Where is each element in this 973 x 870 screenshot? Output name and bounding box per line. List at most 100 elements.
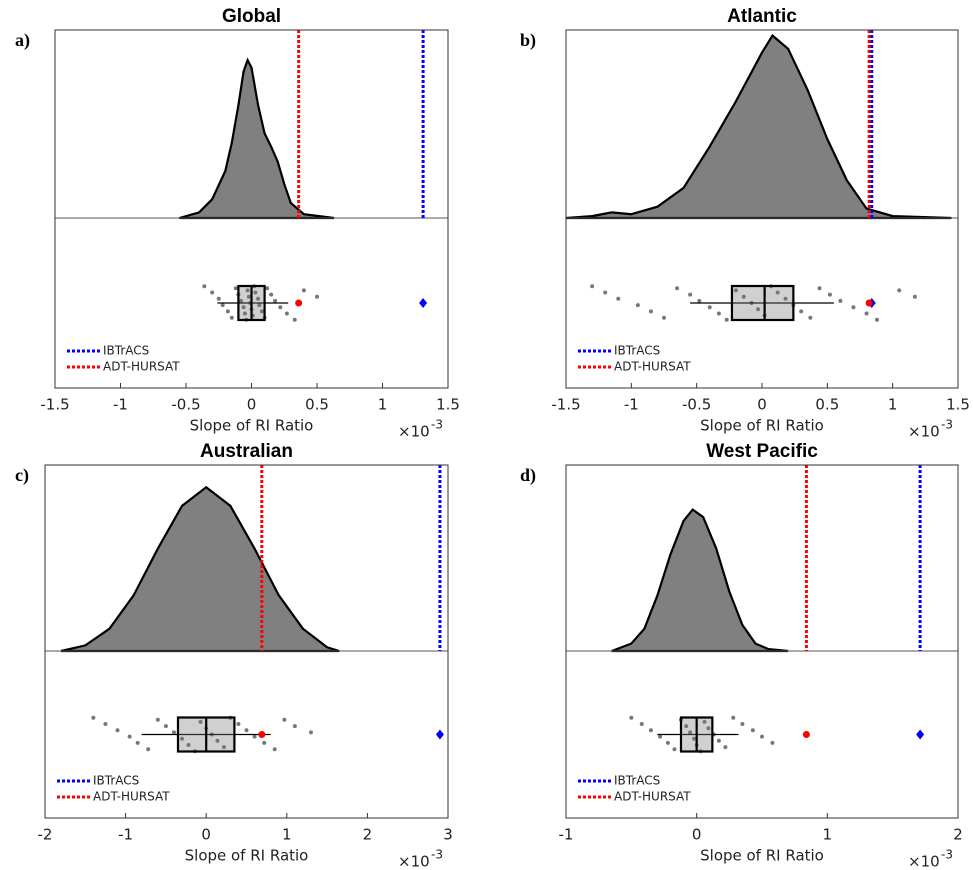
x-tick-label: 1.5 <box>436 396 460 414</box>
scatter-point <box>221 745 226 750</box>
legend-label: ADT-HURSAT <box>93 790 170 804</box>
scatter-point <box>590 284 595 289</box>
scatter-point <box>216 296 221 301</box>
scatter-point <box>301 288 306 293</box>
scatter-point <box>675 286 680 291</box>
scatter-point <box>202 284 207 289</box>
x-tick-label: -0.5 <box>682 396 711 414</box>
x-tick-label: 1.5 <box>946 396 970 414</box>
scatter-point <box>262 740 267 745</box>
reference-marker <box>258 731 266 738</box>
panel-title: Global <box>222 6 281 27</box>
scatter-point <box>256 296 261 301</box>
scatter-point <box>799 309 804 314</box>
reference-marker <box>419 298 428 308</box>
scatter-point <box>688 730 693 735</box>
legend-label: IBTrACS <box>614 774 660 788</box>
legend-label: ADT-HURSAT <box>614 790 691 804</box>
scatter-point <box>269 292 274 297</box>
scatter-point <box>864 311 869 316</box>
scatter-point <box>282 717 287 722</box>
x-tick-label: 1 <box>823 826 833 844</box>
scatter-point <box>750 728 755 733</box>
reference-marker <box>435 729 444 740</box>
scatter-point <box>707 305 712 310</box>
chart-panel: d) West Pacific IBTrACS ADT-HURSAT -1 0 1 2 Slop… <box>520 441 963 870</box>
scatter-point <box>635 303 640 308</box>
scatter-point <box>244 728 249 733</box>
scatter-point <box>239 298 244 303</box>
scatter-point <box>817 286 822 291</box>
scatter-point <box>215 738 220 743</box>
legend-label: ADT-HURSAT <box>614 360 691 374</box>
legend-label: IBTrACS <box>103 344 149 358</box>
scatter-point <box>220 303 225 308</box>
scatter-point <box>210 290 215 295</box>
x-tick-label: 0 <box>757 396 767 414</box>
scatter-point <box>716 738 721 743</box>
scatter-point <box>724 317 729 322</box>
scatter-point <box>603 290 608 295</box>
x-axis-label: Slope of RI Ratio <box>185 847 309 865</box>
panel-label: c) <box>15 465 29 486</box>
reference-marker <box>295 299 303 307</box>
scatter-point <box>284 311 289 316</box>
scatter-point <box>808 315 813 320</box>
reference-marker <box>916 729 925 740</box>
scatter-point <box>273 298 278 303</box>
scatter-point <box>662 315 666 320</box>
scatter-point <box>741 294 746 299</box>
scatter-point <box>648 309 653 314</box>
scatter-point <box>760 734 764 739</box>
scatter-point <box>897 288 902 293</box>
plot-frame <box>565 464 959 819</box>
x-axis-label: Slope of RI Ratio <box>700 417 824 435</box>
panel-label: a) <box>15 30 30 51</box>
scatter-point <box>665 740 670 745</box>
scatter-point <box>672 747 677 752</box>
x-tick-label: 1 <box>282 826 292 844</box>
x-axis-label: Slope of RI Ratio <box>700 847 824 865</box>
scatter-point <box>186 743 191 747</box>
x-tick-label: -1 <box>624 396 639 414</box>
x-scale-exponent: -3 <box>431 848 443 862</box>
scatter-point <box>225 309 230 314</box>
scatter-point <box>292 724 297 729</box>
scatter-point <box>91 715 96 720</box>
x-tick-label: -1 <box>559 826 574 844</box>
scatter-point <box>733 288 738 293</box>
scatter-point <box>629 715 634 720</box>
scatter-point <box>242 311 247 316</box>
scatter-point <box>770 740 775 745</box>
scatter-point <box>241 305 246 310</box>
panel-label: b) <box>520 30 536 51</box>
x-scale-exponent: -3 <box>431 418 443 432</box>
panel-title: Australian <box>200 441 293 462</box>
x-tick-label: 0.5 <box>815 396 839 414</box>
x-tick-label: 3 <box>443 826 453 844</box>
x-tick-label: 0 <box>247 396 257 414</box>
x-scale-label: ×10 <box>398 853 430 870</box>
scatter-point <box>103 722 108 726</box>
chart-panel: a) Global IBTrACS ADT-HURSAT -1.5 -1 -0.5 0 0.5 1… <box>15 6 460 440</box>
scatter-point <box>163 724 168 729</box>
scatter-point <box>827 292 832 297</box>
scatter-point <box>292 317 297 322</box>
scatter-point <box>180 736 185 741</box>
density-curve <box>611 508 789 653</box>
scatter-point <box>639 722 644 726</box>
x-axis-label: Slope of RI Ratio <box>190 417 314 435</box>
box <box>730 284 795 322</box>
x-tick-label: -1.5 <box>551 396 580 414</box>
legend-label: ADT-HURSAT <box>103 360 180 374</box>
scatter-point <box>236 722 241 726</box>
x-tick-label: 0 <box>692 826 702 844</box>
scatter-point <box>648 728 653 733</box>
panel-title: West Pacific <box>706 441 818 462</box>
x-tick-label: 1 <box>888 396 898 414</box>
density-curve <box>565 33 952 220</box>
scatter-point <box>198 719 203 724</box>
x-tick-label: -1 <box>113 396 128 414</box>
reference-marker <box>865 299 873 307</box>
